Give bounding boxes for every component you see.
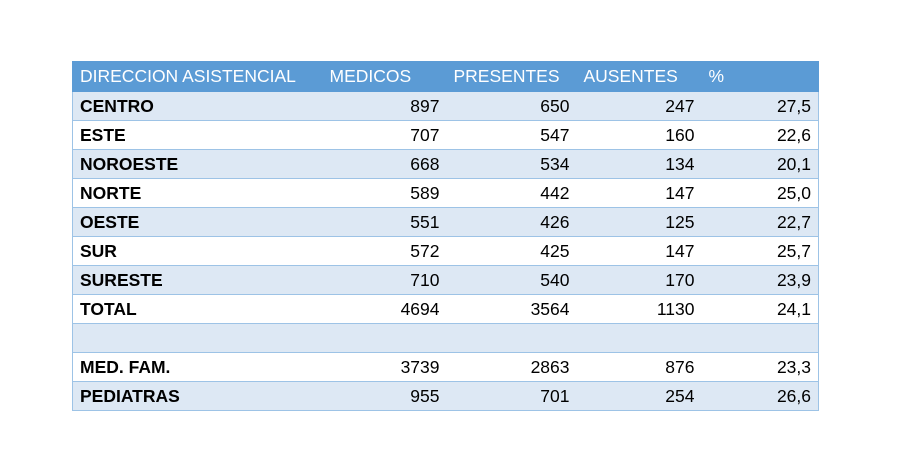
cell-presentes — [446, 323, 577, 353]
cell-presentes: 426 — [446, 207, 577, 237]
cell-percent: 25,7 — [701, 236, 819, 266]
table-row-total: TOTAL 4694 3564 1130 24,1 — [72, 294, 819, 324]
cell-presentes: 547 — [446, 120, 577, 150]
row-label: TOTAL — [72, 294, 323, 324]
table-row: CENTRO 897 650 247 27,5 — [72, 91, 819, 121]
cell-presentes: 442 — [446, 178, 577, 208]
row-label: MED. FAM. — [72, 352, 323, 382]
cell-ausentes — [576, 323, 702, 353]
row-label: SURESTE — [72, 265, 323, 295]
header-row: DIRECCION ASISTENCIAL MEDICOS PRESENTES … — [72, 61, 819, 92]
cell-ausentes: 254 — [576, 381, 702, 411]
cell-presentes: 425 — [446, 236, 577, 266]
header-percent: % — [701, 61, 819, 92]
cell-percent: 24,1 — [701, 294, 819, 324]
cell-percent — [701, 323, 819, 353]
cell-medicos: 3739 — [322, 352, 447, 382]
cell-ausentes: 160 — [576, 120, 702, 150]
table-header: DIRECCION ASISTENCIAL MEDICOS PRESENTES … — [72, 61, 819, 92]
cell-medicos: 955 — [322, 381, 447, 411]
cell-percent: 22,7 — [701, 207, 819, 237]
cell-percent: 27,5 — [701, 91, 819, 121]
cell-medicos: 4694 — [322, 294, 447, 324]
row-label: NOROESTE — [72, 149, 323, 179]
row-label: NORTE — [72, 178, 323, 208]
row-label — [72, 323, 323, 353]
cell-medicos: 589 — [322, 178, 447, 208]
cell-ausentes: 247 — [576, 91, 702, 121]
table-row: OESTE 551 426 125 22,7 — [72, 207, 819, 237]
row-label: SUR — [72, 236, 323, 266]
data-table: DIRECCION ASISTENCIAL MEDICOS PRESENTES … — [72, 61, 819, 411]
cell-percent: 20,1 — [701, 149, 819, 179]
table-row: SURESTE 710 540 170 23,9 — [72, 265, 819, 295]
cell-presentes: 534 — [446, 149, 577, 179]
cell-percent: 22,6 — [701, 120, 819, 150]
cell-presentes: 3564 — [446, 294, 577, 324]
cell-medicos — [322, 323, 447, 353]
row-label: CENTRO — [72, 91, 323, 121]
cell-medicos: 668 — [322, 149, 447, 179]
cell-ausentes: 876 — [576, 352, 702, 382]
cell-percent: 25,0 — [701, 178, 819, 208]
cell-ausentes: 147 — [576, 236, 702, 266]
header-direccion-asistencial: DIRECCION ASISTENCIAL — [72, 61, 323, 92]
cell-percent: 26,6 — [701, 381, 819, 411]
row-label: ESTE — [72, 120, 323, 150]
cell-ausentes: 1130 — [576, 294, 702, 324]
cell-medicos: 897 — [322, 91, 447, 121]
table-row-spacer — [72, 323, 819, 353]
cell-percent: 23,3 — [701, 352, 819, 382]
table-row: SUR 572 425 147 25,7 — [72, 236, 819, 266]
header-medicos: MEDICOS — [322, 61, 447, 92]
row-label: PEDIATRAS — [72, 381, 323, 411]
cell-percent: 23,9 — [701, 265, 819, 295]
row-label: OESTE — [72, 207, 323, 237]
cell-ausentes: 125 — [576, 207, 702, 237]
header-presentes: PRESENTES — [446, 61, 577, 92]
cell-presentes: 540 — [446, 265, 577, 295]
header-ausentes: AUSENTES — [576, 61, 702, 92]
cell-ausentes: 147 — [576, 178, 702, 208]
cell-medicos: 572 — [322, 236, 447, 266]
table-body: CENTRO 897 650 247 27,5 ESTE 707 547 160… — [72, 91, 819, 411]
cell-medicos: 551 — [322, 207, 447, 237]
table-row: NORTE 589 442 147 25,0 — [72, 178, 819, 208]
cell-presentes: 2863 — [446, 352, 577, 382]
cell-ausentes: 170 — [576, 265, 702, 295]
cell-ausentes: 134 — [576, 149, 702, 179]
cell-medicos: 710 — [322, 265, 447, 295]
table-row: NOROESTE 668 534 134 20,1 — [72, 149, 819, 179]
cell-medicos: 707 — [322, 120, 447, 150]
data-table-container: DIRECCION ASISTENCIAL MEDICOS PRESENTES … — [72, 61, 819, 411]
table-row: ESTE 707 547 160 22,6 — [72, 120, 819, 150]
table-row: PEDIATRAS 955 701 254 26,6 — [72, 381, 819, 411]
cell-presentes: 650 — [446, 91, 577, 121]
cell-presentes: 701 — [446, 381, 577, 411]
table-row: MED. FAM. 3739 2863 876 23,3 — [72, 352, 819, 382]
